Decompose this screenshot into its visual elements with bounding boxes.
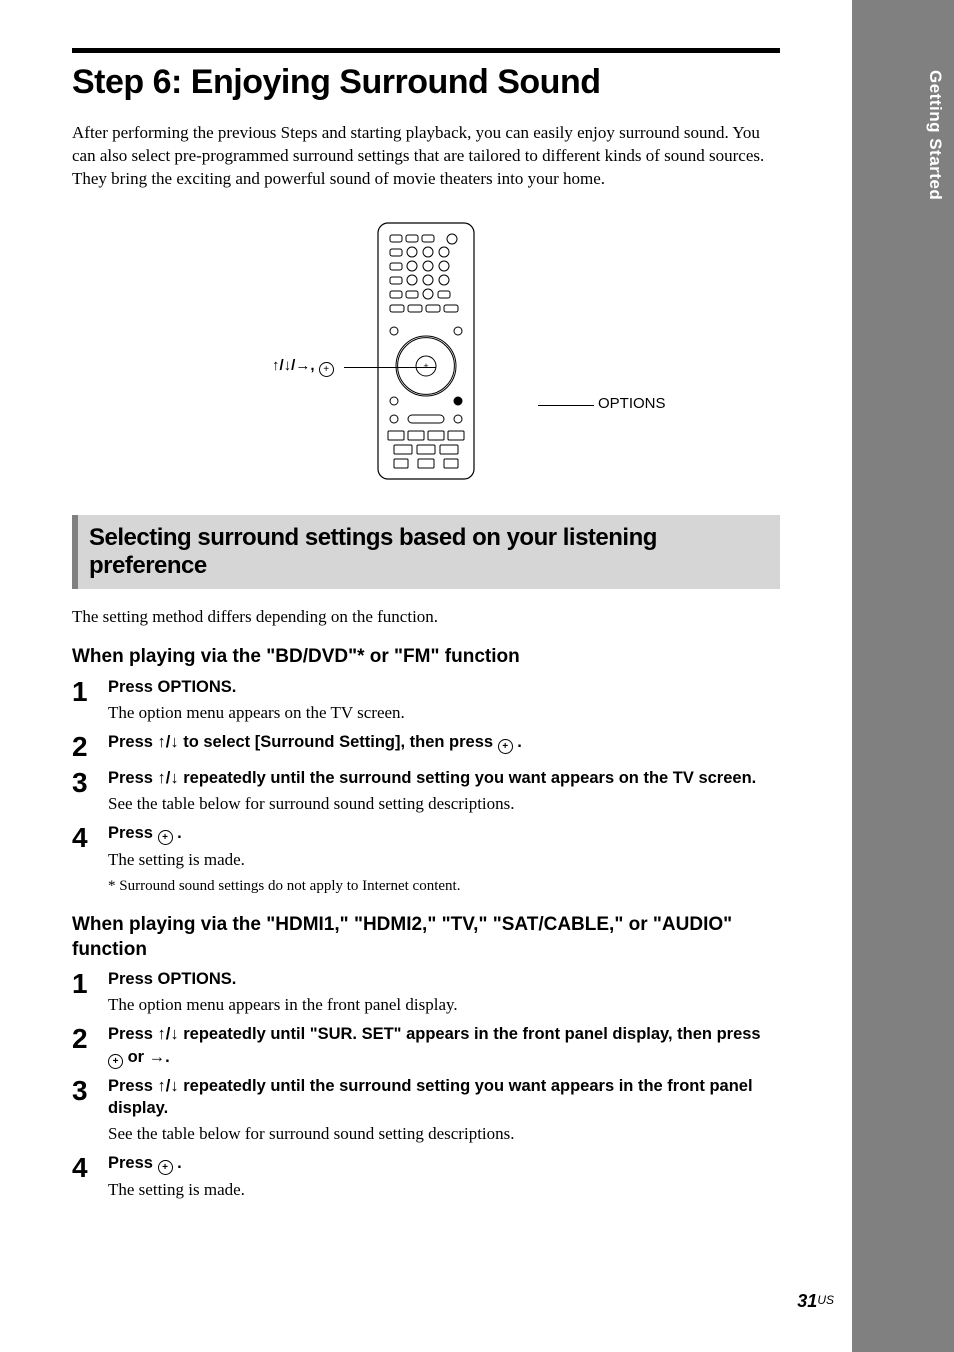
step-number: 3: [72, 767, 108, 797]
step-text: The option menu appears on the TV screen…: [108, 702, 780, 725]
step-title: Press + .: [108, 1152, 780, 1175]
remote-label-left: ↑/↓/→, +: [272, 357, 334, 377]
step: 2 Press ↑/↓ to select [Surround Setting]…: [72, 731, 780, 761]
remote-icon: +: [376, 221, 476, 481]
enter-icon: +: [108, 1054, 123, 1069]
block2-heading: When playing via the "HDMI1," "HDMI2," "…: [72, 913, 780, 962]
remote-label-right: OPTIONS: [598, 395, 666, 412]
step-number: 2: [72, 1023, 108, 1053]
block2-steps: 1 Press OPTIONS. The option menu appears…: [72, 968, 780, 1202]
block1-steps: 1 Press OPTIONS. The option menu appears…: [72, 676, 780, 895]
step-number: 1: [72, 968, 108, 998]
section-intro: The setting method differs depending on …: [72, 607, 780, 627]
enter-icon: +: [319, 362, 334, 377]
side-tab: Getting Started: [852, 0, 954, 1352]
block1-heading: When playing via the "BD/DVD"* or "FM" f…: [72, 645, 780, 670]
step-number: 1: [72, 676, 108, 706]
step: 3 Press ↑/↓ repeatedly until the surroun…: [72, 1075, 780, 1146]
section-heading: Selecting surround settings based on you…: [72, 515, 780, 589]
page-content: Step 6: Enjoying Surround Sound After pe…: [0, 0, 852, 1260]
step: 1 Press OPTIONS. The option menu appears…: [72, 968, 780, 1017]
step: 4 Press + . The setting is made.: [72, 1152, 780, 1202]
side-tab-inner: Getting Started: [916, 56, 954, 214]
enter-icon: +: [158, 830, 173, 845]
step-number: 4: [72, 822, 108, 852]
side-tab-label: Getting Started: [925, 70, 945, 200]
step-number: 4: [72, 1152, 108, 1182]
step: 2 Press ↑/↓ repeatedly until "SUR. SET" …: [72, 1023, 780, 1068]
step-title: Press OPTIONS.: [108, 676, 780, 698]
step-text: See the table below for surround sound s…: [108, 793, 780, 816]
step: 3 Press ↑/↓ repeatedly until the surroun…: [72, 767, 780, 816]
step: 1 Press OPTIONS. The option menu appears…: [72, 676, 780, 725]
step-title: Press + .: [108, 822, 780, 845]
enter-icon: +: [158, 1160, 173, 1175]
enter-icon: +: [498, 739, 513, 754]
step-text: See the table below for surround sound s…: [108, 1123, 780, 1146]
callout-line-left: [344, 367, 436, 368]
callout-line-right: [538, 405, 594, 406]
step-number: 2: [72, 731, 108, 761]
step-text: The setting is made.: [108, 849, 780, 872]
step-title: Press ↑/↓ to select [Surround Setting], …: [108, 731, 780, 754]
page-number: 31US: [797, 1291, 834, 1312]
step-title: Press ↑/↓ repeatedly until the surround …: [108, 767, 780, 789]
step-text: The option menu appears in the front pan…: [108, 994, 780, 1017]
step-text: The setting is made.: [108, 1179, 780, 1202]
footnote: * Surround sound settings do not apply t…: [108, 878, 780, 895]
title-rule: [72, 48, 780, 53]
step-title: Press OPTIONS.: [108, 968, 780, 990]
step-number: 3: [72, 1075, 108, 1105]
step-title: Press ↑/↓ repeatedly until the surround …: [108, 1075, 780, 1120]
intro-text: After performing the previous Steps and …: [72, 122, 780, 191]
step: 4 Press + . The setting is made. * Surro…: [72, 822, 780, 895]
remote-diagram: ↑/↓/→, +: [72, 221, 780, 481]
svg-text:+: +: [423, 361, 428, 371]
page-title: Step 6: Enjoying Surround Sound: [72, 63, 780, 102]
step-title: Press ↑/↓ repeatedly until "SUR. SET" ap…: [108, 1023, 780, 1068]
